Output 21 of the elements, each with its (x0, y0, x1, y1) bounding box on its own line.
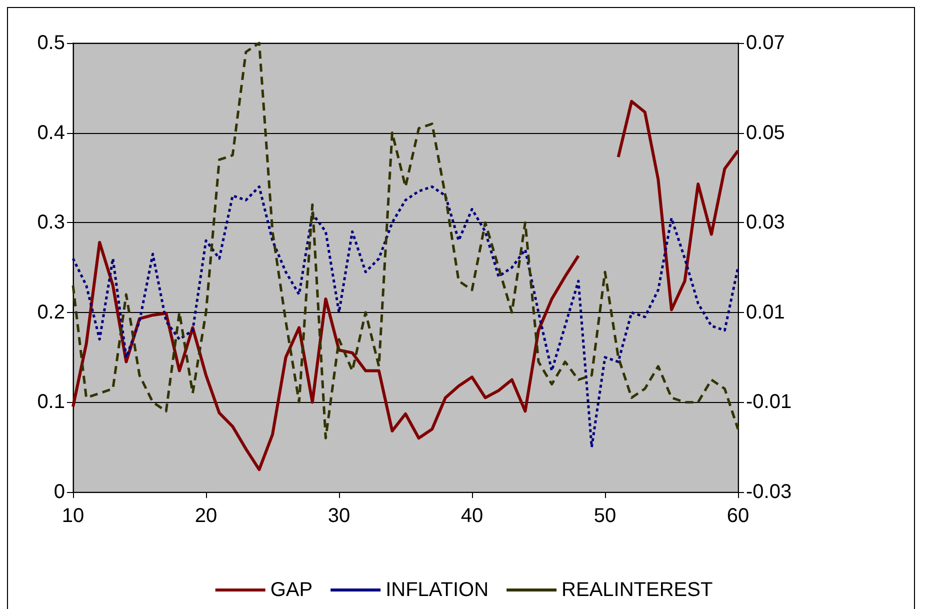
legend-label: INFLATION (386, 579, 489, 601)
y-tick-label: 0 (54, 481, 65, 503)
x-tick-label: 10 (62, 505, 84, 527)
y2-tick-label: 0.07 (746, 32, 785, 54)
y-tick-label: 0.1 (37, 391, 65, 414)
y2-tick-label: 0.01 (746, 301, 785, 324)
y-tick-label: 0.5 (37, 32, 65, 54)
y-tick-label: 0.3 (37, 212, 65, 234)
y-tick-label: 0.2 (37, 301, 65, 324)
x-tick-label: 60 (726, 505, 750, 527)
y2-tick-label: 0.03 (746, 212, 785, 234)
x-tick-label: 30 (328, 505, 350, 527)
legend-label: REALINTEREST (562, 579, 713, 601)
y-tick-label: 0.4 (37, 122, 65, 144)
y2-tick-label: 0.05 (746, 122, 785, 144)
y2-tick-label: -0.03 (746, 481, 792, 503)
x-tick-label: 40 (460, 505, 484, 527)
y2-tick-label: -0.01 (746, 391, 792, 414)
x-tick-label: 20 (194, 505, 218, 527)
legend-label: GAP (270, 579, 313, 601)
x-tick-label: 50 (594, 505, 616, 527)
